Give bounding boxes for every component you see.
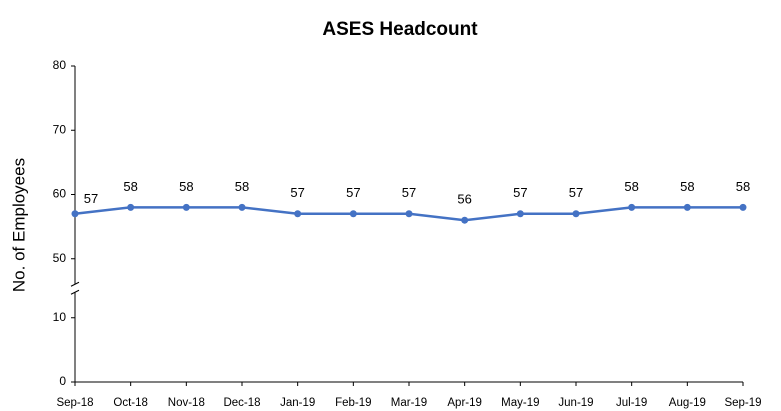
data-label: 56 xyxy=(457,192,471,207)
data-label: 58 xyxy=(123,179,137,194)
chart-title: ASES Headcount xyxy=(322,19,478,40)
x-tick-label: Oct-18 xyxy=(113,397,148,409)
y-axis-label: No. of Employees xyxy=(9,158,28,292)
data-label: 58 xyxy=(179,179,193,194)
data-label: 58 xyxy=(736,179,750,194)
point xyxy=(516,210,524,218)
x-tick-label: Jan-19 xyxy=(280,397,315,409)
axis-break xyxy=(70,281,80,295)
data-label: 57 xyxy=(290,185,304,200)
data-label: 57 xyxy=(513,185,527,200)
x-tick-label: Jun-19 xyxy=(558,397,593,409)
data-label: 58 xyxy=(624,179,638,194)
data-label: 57 xyxy=(402,185,416,200)
y-tick-label: 10 xyxy=(53,310,67,324)
point xyxy=(238,203,246,211)
y-tick-label: 60 xyxy=(53,187,67,201)
data-label: 57 xyxy=(84,191,98,206)
point xyxy=(683,203,691,211)
data-label: 58 xyxy=(680,179,694,194)
x-tick-label: Nov-18 xyxy=(168,397,205,409)
y-tick-label: 50 xyxy=(53,251,67,265)
x-tick-label: Mar-19 xyxy=(391,397,427,409)
x-tick-label: Sep-19 xyxy=(724,397,761,409)
x-tick-label: Sep-18 xyxy=(56,397,93,409)
point xyxy=(349,210,357,218)
data-label: 58 xyxy=(235,179,249,194)
y-tick-label: 70 xyxy=(53,122,67,136)
x-tick-label: Apr-19 xyxy=(447,397,482,409)
point xyxy=(572,210,580,218)
x-tick-label: Jul-19 xyxy=(616,397,647,409)
x-tick-label: Dec-18 xyxy=(223,397,260,409)
y-tick-label: 0 xyxy=(59,374,66,388)
point xyxy=(127,203,135,211)
point xyxy=(182,203,190,211)
point xyxy=(739,203,747,211)
data-label: 57 xyxy=(569,185,583,200)
point xyxy=(461,216,469,224)
y-tick-label: 80 xyxy=(53,58,67,72)
x-tick-label: Feb-19 xyxy=(335,397,371,409)
point xyxy=(628,203,636,211)
point xyxy=(405,210,413,218)
x-tick-label: May-19 xyxy=(501,397,539,409)
point xyxy=(71,210,79,218)
data-label: 57 xyxy=(346,185,360,200)
point xyxy=(294,210,302,218)
x-tick-label: Aug-19 xyxy=(669,397,706,409)
